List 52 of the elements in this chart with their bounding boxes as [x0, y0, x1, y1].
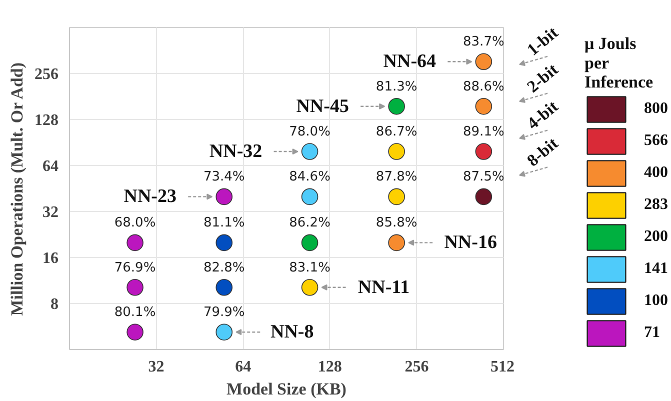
- legend-title: μ Jouls per Inference: [584, 34, 654, 92]
- annotation: 73.4%: [203, 170, 245, 185]
- y-axis-title: Million Operations (Mult. Or Add): [8, 62, 26, 316]
- x-tick-label: 256: [404, 358, 429, 376]
- legend-label: 800: [644, 99, 668, 119]
- legend-label: 100: [644, 291, 668, 311]
- annotation: 85.8%: [376, 216, 418, 231]
- annotation: 87.5%: [463, 170, 504, 185]
- annotation: 83.7%: [463, 34, 504, 50]
- annotation: 83.1%: [289, 260, 330, 276]
- legend-label: 71: [644, 323, 661, 343]
- annotation: 76.9%: [114, 260, 156, 276]
- text: 2-bit: [523, 60, 562, 96]
- x-axis-title: Model Size (KB): [226, 380, 346, 398]
- y-tick-label: 64: [42, 158, 58, 175]
- annotation: 84.6%: [289, 170, 330, 185]
- annotation: 87.8%: [376, 170, 418, 185]
- text: 1-bit: [523, 22, 562, 60]
- y-tick-label: 32: [42, 204, 58, 221]
- annotation: 79.9%: [203, 305, 245, 320]
- annotation: 68.0%: [114, 216, 156, 231]
- annotation: 81.3%: [376, 79, 418, 94]
- text: 8-bit: [523, 134, 562, 170]
- y-tick-label: 8: [50, 296, 58, 313]
- annotation: 80.1%: [114, 305, 156, 320]
- annotation: 78.0%: [289, 124, 330, 140]
- x-tick-label: 64: [235, 358, 252, 376]
- x-tick-label: 32: [148, 358, 164, 376]
- annotation: NN-64: [383, 51, 437, 72]
- y-tick-label: 128: [34, 112, 58, 129]
- y-tick-label: 16: [42, 250, 58, 267]
- annotation: 89.1%: [463, 124, 504, 140]
- annotation: NN-45: [296, 96, 349, 117]
- text: 4-bit: [523, 96, 562, 134]
- y-tick-label: 256: [34, 66, 58, 83]
- annotation: 86.2%: [289, 216, 330, 231]
- legend-label: 400: [644, 163, 668, 183]
- x-tick-label: 512: [490, 358, 514, 376]
- annotation: NN-23: [124, 186, 177, 208]
- annotation: 88.6%: [463, 79, 504, 94]
- legend-label: 283: [644, 195, 668, 215]
- annotation: NN-32: [209, 141, 262, 162]
- legend-label: 141: [644, 259, 668, 279]
- annotation: NN-16: [444, 232, 497, 254]
- legend-label: 566: [644, 131, 668, 151]
- annotation: NN-11: [358, 276, 410, 298]
- annotation: 81.1%: [203, 216, 245, 231]
- annotation: 86.7%: [376, 124, 418, 140]
- x-tick-label: 128: [318, 358, 342, 376]
- legend-label: 200: [644, 227, 668, 247]
- annotation: NN-8: [270, 322, 314, 343]
- annotation: 82.8%: [203, 260, 245, 276]
